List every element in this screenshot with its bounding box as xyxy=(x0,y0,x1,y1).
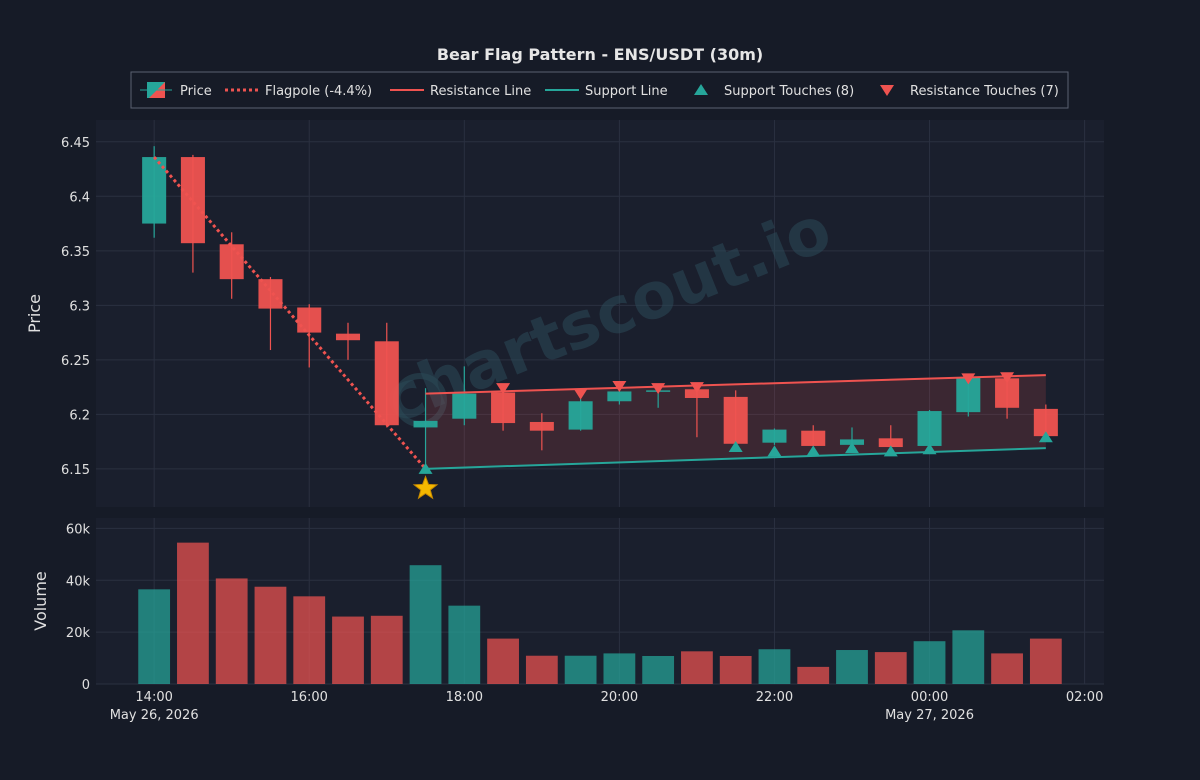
candle-body xyxy=(219,244,244,280)
support-touch-marker xyxy=(806,445,821,457)
resistance-touch-marker xyxy=(612,380,627,392)
volume-bar xyxy=(564,655,597,684)
volume-bar xyxy=(874,652,907,684)
x-date-label: May 26, 2026 xyxy=(110,708,199,723)
legend-label: Support Line xyxy=(585,84,668,99)
resistance-touch-marker xyxy=(573,388,588,400)
resistance-touch-marker xyxy=(1000,372,1015,384)
x-date-label: May 27, 2026 xyxy=(885,708,974,723)
support-touch-marker xyxy=(922,443,937,455)
candle-body xyxy=(180,157,205,244)
support-touch-marker xyxy=(767,445,782,457)
star-icon xyxy=(412,475,439,500)
legend-label: Resistance Touches (7) xyxy=(910,84,1059,99)
legend-support-touch-icon xyxy=(694,84,708,95)
volume-tick-label: 0 xyxy=(82,678,90,693)
legend-label: Flagpole (-4.4%) xyxy=(265,84,372,99)
volume-bar xyxy=(642,655,675,684)
volume-bar xyxy=(681,651,713,684)
volume-bar xyxy=(797,666,830,684)
volume-bar xyxy=(215,578,248,684)
legend-label: Support Touches (8) xyxy=(724,84,854,99)
price-tick-label: 6.15 xyxy=(61,463,90,478)
support-touch-marker xyxy=(845,442,859,454)
volume-bar xyxy=(177,542,209,684)
legend-resistance-touch-icon xyxy=(880,85,894,96)
legend: Price Flagpole (-4.4%) Resistance Line Supp… xyxy=(130,71,1069,109)
support-touch-marker xyxy=(1038,431,1053,443)
volume-bar xyxy=(952,630,985,684)
volume-bar xyxy=(293,596,326,684)
support-line xyxy=(425,447,1046,470)
price-tick-label: 6.4 xyxy=(69,190,90,205)
chart-title: Bear Flag Pattern - ENS/USDT (30m) xyxy=(437,45,763,64)
candle-body xyxy=(258,279,283,309)
volume-bar xyxy=(409,565,442,684)
resistance-touch-marker xyxy=(689,382,704,394)
volume-bar xyxy=(1029,638,1062,684)
legend-label: Price xyxy=(180,84,212,99)
x-tick-label: 20:00 xyxy=(601,690,638,705)
price-tick-label: 6.25 xyxy=(61,354,90,369)
support-touch-marker xyxy=(728,441,743,453)
volume-bar xyxy=(254,586,287,684)
resistance-touch-marker xyxy=(651,383,666,395)
resistance-line xyxy=(425,374,1046,395)
volume-bar xyxy=(719,655,752,684)
legend-box xyxy=(130,71,1069,109)
legend-label: Resistance Line xyxy=(430,84,531,99)
x-tick-label: 16:00 xyxy=(290,690,327,705)
candle-body xyxy=(801,430,826,446)
candle-body xyxy=(917,411,942,446)
volume-tick-label: 60k xyxy=(66,522,91,537)
volume-bar xyxy=(913,641,946,684)
volume-tick-label: 20k xyxy=(66,626,91,641)
volume-bar xyxy=(525,655,558,684)
volume-bar xyxy=(138,589,171,684)
candle-body xyxy=(452,393,477,419)
volume-bar xyxy=(370,615,403,684)
x-tick-label: 02:00 xyxy=(1066,690,1103,705)
price-tick-label: 6.2 xyxy=(69,408,90,423)
candle-body xyxy=(684,389,709,398)
candle-body xyxy=(529,421,554,431)
resistance-touch-marker xyxy=(961,373,976,385)
x-tick-label: 14:00 xyxy=(135,690,172,705)
support-touch-marker xyxy=(418,462,433,474)
candle-body xyxy=(297,307,322,333)
volume-bar xyxy=(448,605,481,684)
candle-body xyxy=(413,420,438,428)
x-tick-label: 00:00 xyxy=(911,690,948,705)
volume-bar xyxy=(332,616,364,684)
candle-body xyxy=(762,429,787,443)
flagpole-line xyxy=(153,156,427,470)
candle-body xyxy=(491,392,516,424)
price-tick-label: 6.45 xyxy=(61,136,90,151)
volume-bar xyxy=(991,653,1023,684)
candle-body xyxy=(607,391,632,402)
price-tick-label: 6.35 xyxy=(61,245,90,260)
price-axis-label: Price xyxy=(25,294,44,333)
volume-bar xyxy=(487,638,519,684)
volume-axis-label: Volume xyxy=(31,571,50,631)
candle-body xyxy=(878,438,903,448)
volume-tick-label: 40k xyxy=(66,574,91,589)
volume-bar xyxy=(836,650,868,684)
x-tick-label: 18:00 xyxy=(446,690,483,705)
candle-body xyxy=(723,396,748,444)
volume-bar xyxy=(603,653,636,684)
price-tick-label: 6.3 xyxy=(69,299,90,314)
volume-bar xyxy=(758,649,791,684)
support-touch-marker xyxy=(883,445,898,457)
candle-body xyxy=(568,401,593,430)
candle-body xyxy=(374,341,399,426)
resistance-touch-marker xyxy=(496,383,511,395)
x-tick-label: 22:00 xyxy=(756,690,793,705)
candle-body xyxy=(335,333,361,341)
